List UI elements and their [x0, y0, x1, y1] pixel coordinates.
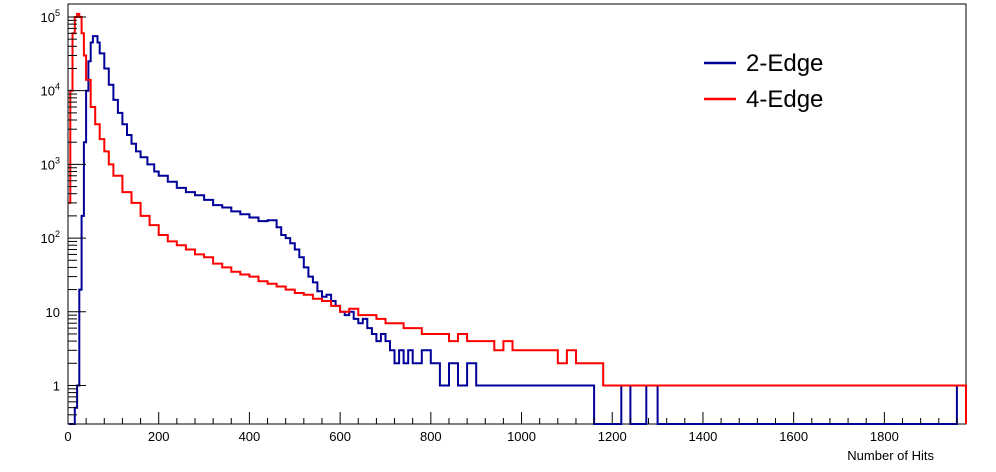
x-tick-label: 400: [239, 429, 261, 444]
y-tick-label: 102: [41, 229, 60, 246]
y-tick-label: 104: [41, 82, 60, 99]
y-tick-exponent: 3: [55, 155, 60, 165]
x-tick-label: 1800: [870, 429, 899, 444]
x-tick-label: 600: [329, 429, 351, 444]
y-tick-label: 10: [46, 305, 60, 320]
x-axis-title: Number of Hits: [847, 448, 934, 463]
x-tick-label: 1400: [688, 429, 717, 444]
y-tick-base: 10: [41, 157, 55, 172]
legend: 2-Edge 4-Edge: [704, 50, 823, 113]
y-tick-base: 10: [41, 231, 55, 246]
x-tick-label: 1600: [779, 429, 808, 444]
x-tick-label: 1000: [507, 429, 536, 444]
x-tick-label: 0: [64, 429, 71, 444]
y-tick-label: 1: [53, 378, 60, 393]
y-tick-exponent: 4: [55, 82, 60, 92]
y-tick-exponent: 5: [55, 8, 60, 18]
y-tick-label: 105: [41, 8, 60, 25]
legend-label-4-edge: 4-Edge: [746, 86, 823, 113]
plot-frame: [67, 3, 967, 425]
x-axis: 0 200 400 600 800 1000 1200 1400 1600 1800: [64, 412, 958, 444]
y-tick-label: 103: [41, 155, 60, 172]
series-layer: [68, 12, 967, 425]
x-tick-label: 1200: [598, 429, 627, 444]
series-line-4-edge: [68, 12, 967, 424]
x-tick-label: 200: [148, 429, 170, 444]
series-line-2-edge: [68, 35, 967, 425]
x-tick-label: 800: [420, 429, 442, 444]
y-tick-base: 10: [41, 84, 55, 99]
y-tick-exponent: 2: [55, 229, 60, 239]
y-tick-base: 10: [41, 10, 55, 25]
legend-label-2-edge: 2-Edge: [746, 50, 823, 77]
